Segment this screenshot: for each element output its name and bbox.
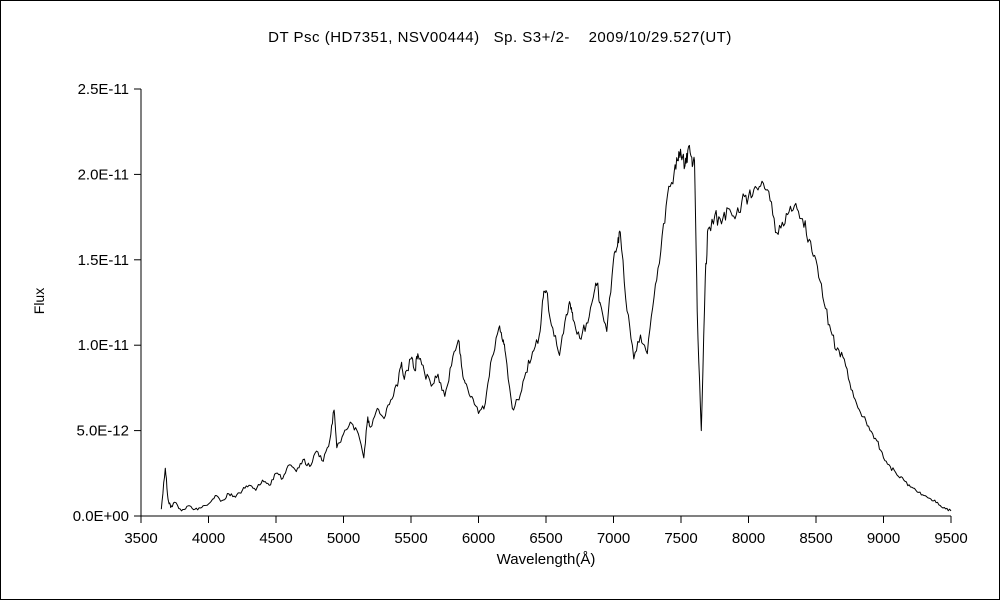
y-tick-label: 2.5E-11	[78, 81, 129, 98]
chart-title: DT Psc (HD7351, NSV00444) Sp. S3+/2- 200…	[268, 29, 732, 46]
x-tick-label: 7500	[664, 530, 697, 547]
x-tick-label: 5500	[394, 530, 427, 547]
x-axis-title: Wavelength(Å)	[496, 551, 596, 568]
x-tick-label: 8500	[799, 530, 832, 547]
x-tick-label: 6500	[529, 530, 562, 547]
x-tick-label: 4000	[192, 530, 225, 547]
x-tick-label: 4500	[259, 530, 292, 547]
x-tick-label: 3500	[124, 530, 157, 547]
y-tick-label: 1.5E-11	[78, 252, 129, 269]
x-tick-label: 6000	[462, 530, 495, 547]
y-axis-title: Flux	[31, 287, 47, 315]
y-tick-label: 2.0E-11	[78, 166, 129, 183]
x-tick-label: 8000	[732, 530, 765, 547]
x-tick-label: 9500	[934, 530, 967, 547]
x-tick-label: 9000	[867, 530, 900, 547]
x-tick-label: 7000	[597, 530, 630, 547]
y-tick-label: 0.0E+00	[73, 508, 129, 525]
x-tick-label: 5000	[327, 530, 360, 547]
y-tick-label: 1.0E-11	[78, 337, 129, 354]
spectrum-line	[160, 144, 952, 512]
y-tick-label: 5.0E-12	[76, 423, 129, 440]
